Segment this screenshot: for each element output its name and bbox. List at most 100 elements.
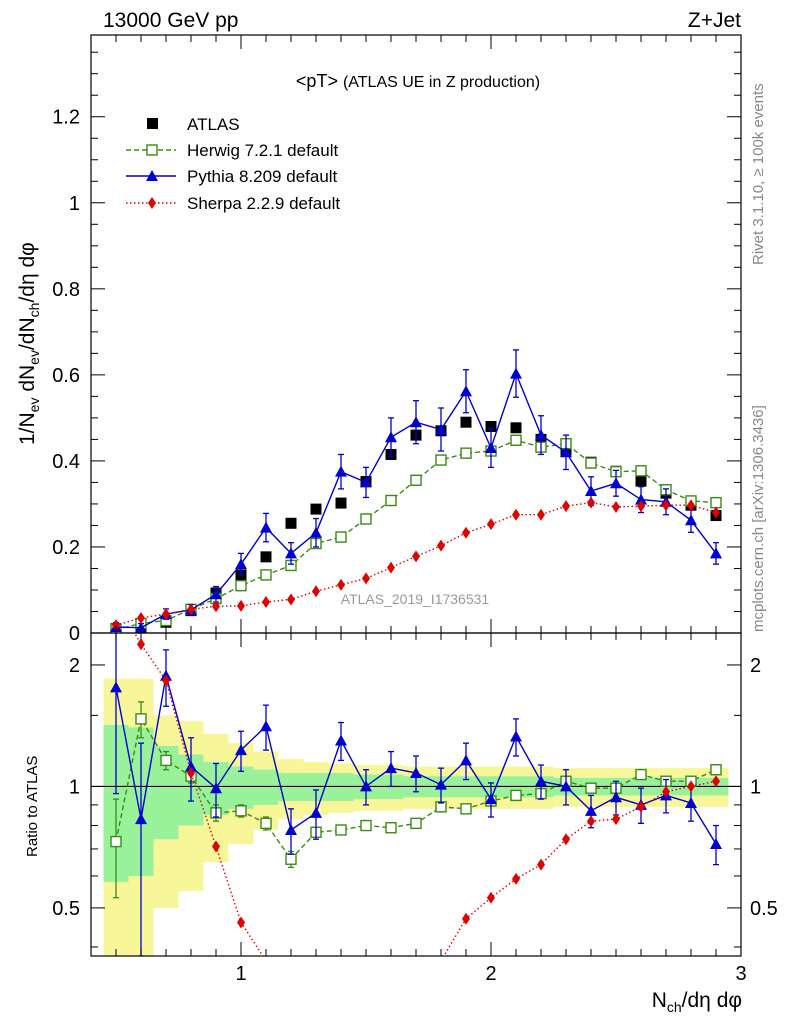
ratio-sherpa-point-0	[112, 594, 120, 606]
main-herwig-point-6	[260, 569, 272, 581]
main-sherpa-point-18	[562, 500, 570, 513]
ratio-herwig-point-19	[585, 782, 597, 794]
ratio-sherpa-point-10	[362, 1010, 370, 1022]
rivet-label: Rivet 3.1.10, ≥ 100k events	[750, 83, 767, 265]
main-sherpa-point-12	[412, 550, 420, 563]
main-ytick-label-4: 0.8	[52, 279, 80, 301]
main-atlas-point-14	[460, 416, 472, 428]
main-atlas-point-6	[260, 551, 272, 563]
main-sherpa-point-1	[137, 611, 145, 624]
ratio-sherpa-point-15	[487, 891, 495, 904]
main-pythia-point-24	[710, 547, 722, 559]
main-atlas-point-9	[335, 497, 347, 509]
ratio-herwig-point-21	[635, 768, 647, 781]
legend-item-pythia: Pythia 8.209 default	[126, 167, 338, 186]
ratio-sherpa-point-12	[412, 986, 420, 998]
main-pythia-point-6	[260, 521, 272, 533]
ratio-pythia-point-5	[235, 744, 247, 756]
ratio-pythia-point-8	[310, 806, 322, 818]
main-y-axis-label: 1/Nev dNev/dNch/dη dφ	[16, 242, 42, 445]
mcplots-label: mcplots.cern.ch [arXiv:1306.3436]	[750, 405, 767, 632]
ylabel-c-sub: ch	[26, 303, 42, 318]
main-ytick-label-6: 1.2	[52, 107, 80, 129]
main-pythia-point-13	[435, 423, 447, 435]
main-ytick-label-2: 0.4	[52, 451, 80, 473]
main-herwig-point-9	[335, 531, 347, 543]
main-sherpa-point-6	[262, 596, 270, 609]
ratio-sherpa-point-14	[462, 912, 470, 925]
xlabel-a: N	[652, 989, 667, 1012]
main-sherpa-point-7	[287, 593, 295, 606]
ratio-herwig-point-9	[335, 824, 347, 836]
ratio-pythia-point-16	[510, 730, 522, 742]
ratio-axis-ticks: 0.5 0.5 1 1 2 2 1 2 3	[52, 633, 778, 985]
main-pythia-point-14	[460, 385, 472, 397]
main-pythia-point-19	[585, 485, 597, 497]
ratio-pythia-point-10	[360, 780, 372, 792]
ratio-ytick-label-right-1: 1	[750, 776, 761, 798]
ratio-pythia-point-9	[335, 734, 347, 746]
ratio-herwig-point-0	[110, 835, 122, 848]
watermark: ATLAS_2019_I1736531	[341, 591, 490, 607]
ylabel-d: /dη dφ	[16, 242, 39, 302]
ratio-pythia-point-4	[210, 782, 222, 794]
main-ytick-label-1: 0.2	[52, 537, 80, 559]
main-pythia-point-9	[335, 465, 347, 477]
main-sherpa-point-5	[237, 599, 245, 612]
ratio-sherpa-point-22	[662, 785, 670, 798]
ratio-pythia-point-14	[460, 754, 472, 766]
ylabel-b: dN	[16, 365, 39, 398]
xlabel-b: /dη dφ	[682, 989, 742, 1012]
process-label: Z+Jet	[688, 9, 741, 32]
ratio-herwig-point-11	[385, 822, 397, 834]
main-sherpa-point-22	[662, 499, 670, 512]
main-herwig-point-11	[385, 494, 397, 507]
ratio-pythia-point-23	[685, 796, 697, 808]
ylabel-a-sub: ev	[26, 398, 42, 413]
ylabel-b-sub: ev	[26, 350, 42, 365]
legend-item-sherpa: Sherpa 2.2.9 default	[126, 194, 340, 213]
main-atlas-point-16	[510, 422, 522, 434]
ratio-herwig-point-16	[510, 789, 522, 802]
main-pythia-point-7	[285, 547, 297, 559]
ratio-sherpa-point-16	[512, 872, 520, 885]
ratio-pythia-point-1	[135, 813, 147, 825]
ratio-ytick-label-2: 2	[69, 655, 80, 677]
main-pythia-point-10	[360, 476, 372, 488]
main-herwig-point-10	[360, 513, 372, 525]
ratio-sherpa-point-19	[587, 815, 595, 828]
main-sherpa-point-19	[587, 496, 595, 509]
legend-sherpa-label: Sherpa 2.2.9 default	[187, 194, 340, 213]
legend-pythia-marker	[146, 170, 158, 181]
main-sherpa-point-21	[637, 500, 645, 513]
ratio-sherpa-point-24	[712, 775, 720, 788]
legend-pythia-label: Pythia 8.209 default	[187, 167, 338, 186]
ratio-herwig-point-10	[360, 819, 372, 832]
ratio-sherpa-point-7	[287, 1004, 295, 1016]
ratio-band-inner-5	[228, 766, 254, 809]
main-herwig-point-24	[710, 496, 722, 509]
ratio-pythia-point-13	[435, 778, 447, 790]
ratio-sherpa-point-5	[237, 916, 245, 929]
main-herwig-point-13	[435, 454, 447, 466]
ratio-pythia-point-19	[585, 804, 597, 816]
ylabel-c: /dN	[16, 317, 39, 350]
main-sherpa-point-11	[387, 561, 395, 574]
main-axis-ticks: 0 0.2 0.4 0.6 0.8 1 1.2	[52, 35, 741, 645]
main-herwig-point-16	[510, 434, 522, 446]
ratio-sherpa-point-17	[537, 858, 545, 871]
x-axis-label: Nch/dη dφ	[652, 989, 742, 1015]
main-sherpa-point-3	[187, 603, 195, 616]
ratio-herwig-point-2	[160, 754, 172, 767]
main-sherpa-point-24	[712, 506, 720, 519]
main-sherpa-point-14	[462, 526, 470, 539]
main-herwig-point-14	[460, 447, 472, 459]
ratio-pythia-point-7	[285, 823, 297, 835]
main-pythia-point-20	[610, 477, 622, 489]
ratio-ytick-label-1: 1	[69, 776, 80, 798]
ratio-xtick-label-1: 2	[485, 963, 496, 985]
main-herwig-point-5	[235, 579, 247, 592]
main-atlas-point-8	[310, 503, 322, 515]
main-sherpa-point-15	[487, 518, 495, 531]
